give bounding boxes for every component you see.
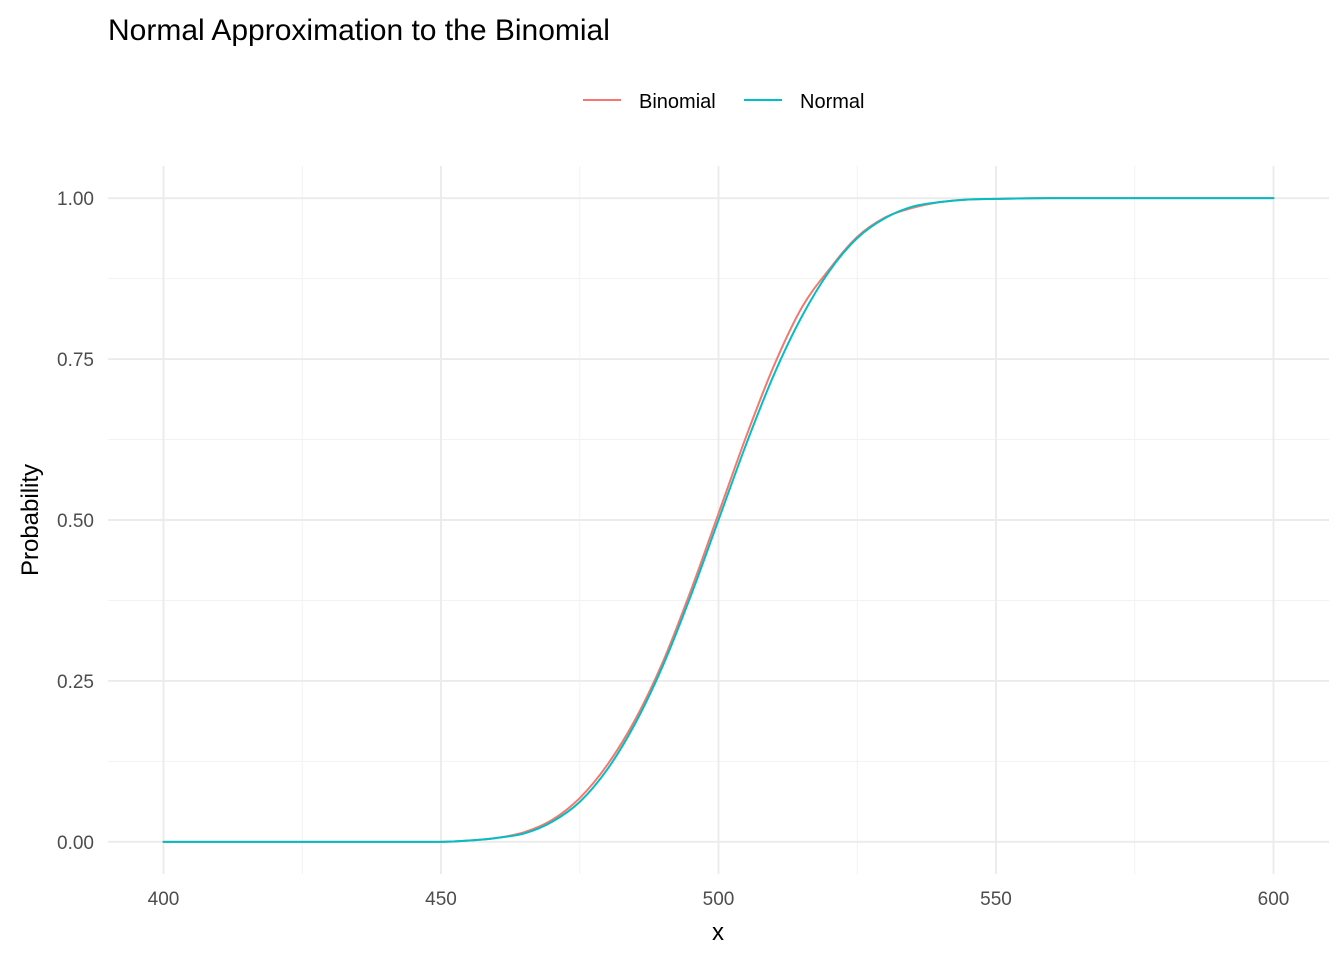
- series-line-normal: [162, 197, 1275, 843]
- legend-label-normal: Normal: [800, 91, 864, 113]
- x-tick-label: 400: [148, 889, 180, 910]
- x-tick-label: 500: [703, 889, 735, 910]
- chart-title: Normal Approximation to the Binomial: [108, 14, 610, 47]
- legend-label-binomial: Binomial: [639, 91, 716, 113]
- x-tick-label: 600: [1258, 889, 1290, 910]
- x-axis-ticks: 400 450 500 550 600: [148, 889, 1290, 910]
- x-axis-title: x: [712, 919, 724, 946]
- y-tick-label: 0.00: [57, 833, 94, 854]
- y-tick-label: 0.25: [57, 672, 94, 693]
- legend: Binomial Normal: [583, 91, 864, 113]
- x-tick-label: 550: [980, 889, 1012, 910]
- y-axis-title: Probability: [17, 464, 44, 576]
- y-tick-label: 1.00: [57, 189, 94, 210]
- series-lines: [162, 197, 1275, 843]
- x-tick-label: 450: [425, 889, 457, 910]
- y-tick-label: 0.50: [57, 511, 94, 532]
- y-tick-label: 0.75: [57, 350, 94, 371]
- y-axis-ticks: 0.00 0.25 0.50 0.75 1.00: [57, 189, 94, 854]
